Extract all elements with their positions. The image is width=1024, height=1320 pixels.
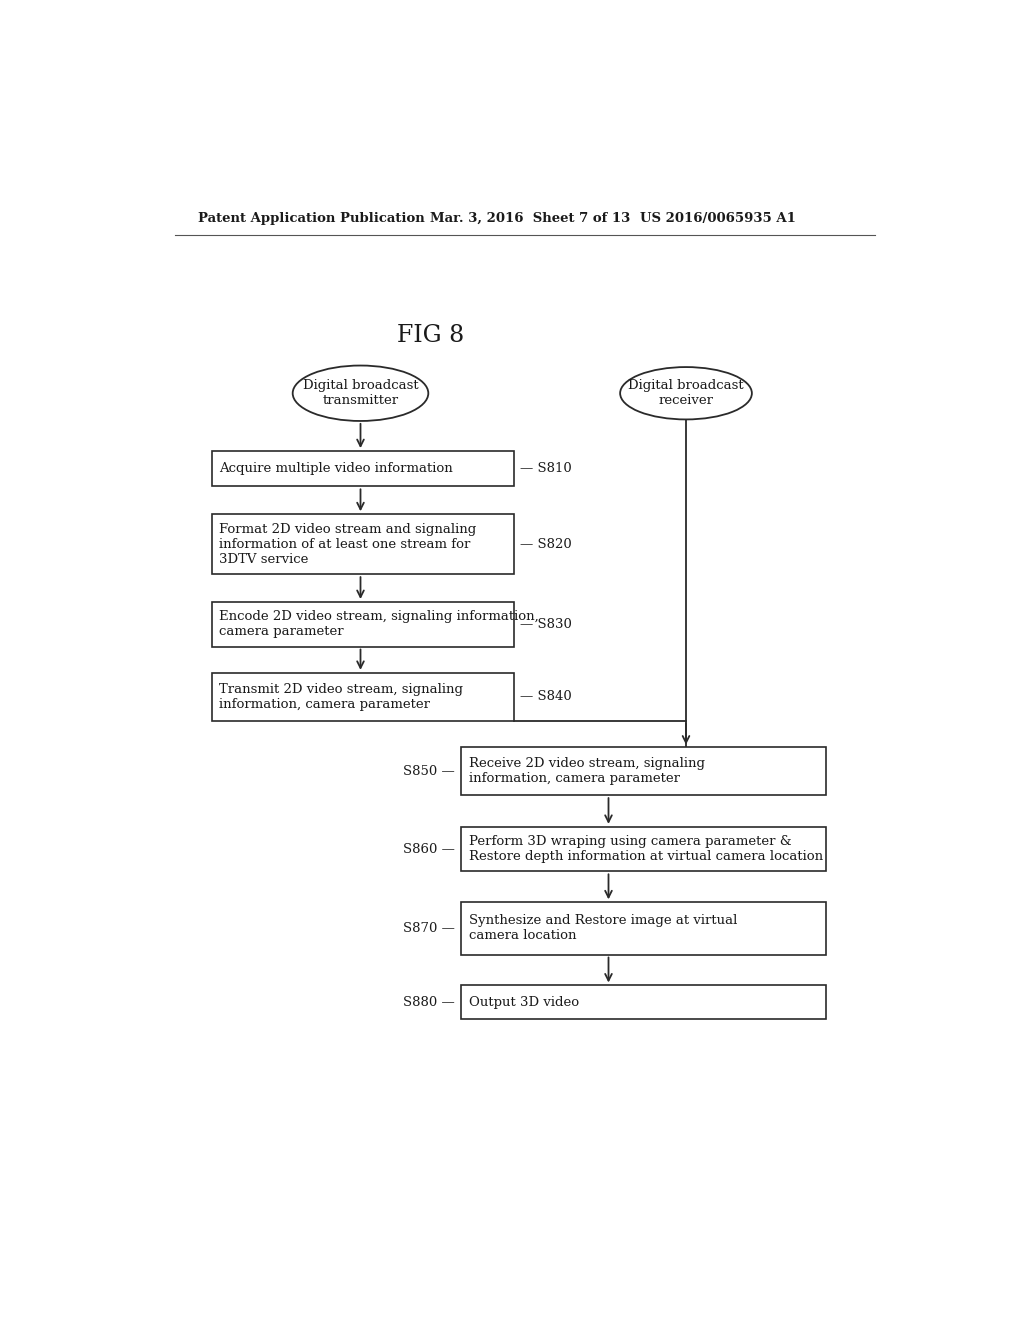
Text: S850 —: S850 — xyxy=(403,764,455,777)
Text: Receive 2D video stream, signaling
information, camera parameter: Receive 2D video stream, signaling infor… xyxy=(469,758,705,785)
Bar xyxy=(461,747,825,795)
Bar xyxy=(212,451,514,486)
Ellipse shape xyxy=(621,367,752,420)
Text: FIG 8: FIG 8 xyxy=(396,323,464,347)
Text: Acquire multiple video information: Acquire multiple video information xyxy=(219,462,454,475)
Text: S870 —: S870 — xyxy=(403,921,455,935)
Text: — S820: — S820 xyxy=(520,537,571,550)
Text: — S840: — S840 xyxy=(520,690,571,704)
Text: S860 —: S860 — xyxy=(403,842,455,855)
Bar xyxy=(212,602,514,647)
Text: Transmit 2D video stream, signaling
information, camera parameter: Transmit 2D video stream, signaling info… xyxy=(219,682,464,710)
Text: Format 2D video stream and signaling
information of at least one stream for
3DTV: Format 2D video stream and signaling inf… xyxy=(219,523,477,566)
Text: Mar. 3, 2016  Sheet 7 of 13: Mar. 3, 2016 Sheet 7 of 13 xyxy=(430,213,631,224)
Text: Digital broadcast
receiver: Digital broadcast receiver xyxy=(628,379,743,408)
Text: S880 —: S880 — xyxy=(403,995,455,1008)
Bar xyxy=(212,515,514,574)
Bar xyxy=(212,673,514,721)
Bar xyxy=(461,826,825,871)
Text: Digital broadcast
transmitter: Digital broadcast transmitter xyxy=(303,379,419,408)
Text: Patent Application Publication: Patent Application Publication xyxy=(198,213,425,224)
Text: Output 3D video: Output 3D video xyxy=(469,995,580,1008)
Text: Perform 3D wraping using camera parameter &
Restore depth information at virtual: Perform 3D wraping using camera paramete… xyxy=(469,836,823,863)
Text: — S810: — S810 xyxy=(520,462,571,475)
Ellipse shape xyxy=(293,366,428,421)
Text: US 2016/0065935 A1: US 2016/0065935 A1 xyxy=(640,213,796,224)
Text: Encode 2D video stream, signaling information,
camera parameter: Encode 2D video stream, signaling inform… xyxy=(219,610,540,639)
Text: Synthesize and Restore image at virtual
camera location: Synthesize and Restore image at virtual … xyxy=(469,915,737,942)
Bar xyxy=(461,903,825,954)
Bar xyxy=(461,985,825,1019)
Text: — S830: — S830 xyxy=(520,618,572,631)
